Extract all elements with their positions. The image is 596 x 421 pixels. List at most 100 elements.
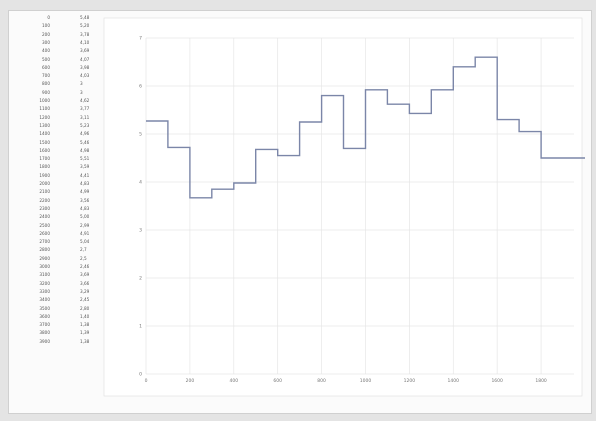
cell-x[interactable]: 3600 [39, 313, 50, 319]
table-row: 200 3,78 [14, 31, 108, 38]
cell-x[interactable]: 1500 [39, 139, 50, 145]
cell-x[interactable]: 200 [42, 31, 50, 37]
cell-x[interactable]: 2400 [39, 214, 50, 220]
cell-x[interactable]: 3900 [39, 338, 50, 344]
cell-y[interactable]: 5,00 [80, 214, 90, 220]
cell-x[interactable]: 3000 [39, 264, 50, 269]
cell-x[interactable]: 3700 [39, 322, 50, 328]
cell-x[interactable]: 800 [42, 81, 50, 87]
cell-y[interactable]: 2,7 [80, 247, 87, 253]
table-row: 1300 5,23 [14, 122, 108, 129]
cell-y[interactable]: 2,80 [80, 305, 90, 311]
cell-y[interactable]: 1,40 [80, 313, 90, 319]
cell-x[interactable]: 2600 [39, 230, 50, 236]
cell-x[interactable]: 2800 [39, 247, 50, 253]
cell-y[interactable]: 3,11 [80, 114, 90, 120]
table-row: 800 3 [14, 80, 108, 87]
x-tick-label: 1800 [535, 378, 547, 384]
cell-y[interactable]: 5,04 [80, 239, 90, 245]
cell-y[interactable]: 3,69 [80, 272, 90, 278]
x-tick-label: 800 [317, 378, 326, 384]
cell-y[interactable]: 2,5 [80, 255, 87, 261]
cell-x[interactable]: 2000 [39, 181, 50, 186]
cell-x[interactable]: 3300 [39, 288, 50, 294]
cell-x[interactable]: 1200 [39, 114, 50, 120]
cell-x[interactable]: 3100 [39, 272, 50, 278]
cell-y[interactable]: 3,77 [80, 106, 90, 112]
cell-x[interactable]: 3400 [39, 297, 50, 303]
cell-x[interactable]: 500 [42, 56, 50, 62]
y-tick-label: 2 [139, 276, 142, 282]
cell-y[interactable]: 3,59 [80, 164, 90, 170]
cell-x[interactable]: 300 [42, 39, 50, 45]
cell-y[interactable]: 3,98 [80, 64, 90, 70]
cell-y[interactable]: 4,07 [80, 56, 90, 62]
x-tick-label: 0 [145, 378, 148, 384]
series-line [146, 56, 585, 199]
cell-y[interactable]: 4,03 [80, 73, 90, 79]
cell-x[interactable]: 2100 [39, 189, 50, 195]
cell-y[interactable]: 2,45 [80, 297, 90, 303]
cell-x[interactable]: 0 [47, 15, 50, 20]
cell-y[interactable]: 5,46 [80, 139, 90, 145]
cell-y[interactable]: 5,48 [80, 15, 90, 20]
cell-x[interactable]: 2900 [39, 255, 50, 261]
cell-y[interactable]: 4,83 [80, 205, 90, 211]
cell-x[interactable]: 400 [42, 48, 50, 54]
cell-x[interactable]: 2700 [39, 239, 50, 245]
cell-y[interactable]: 1,38 [80, 322, 90, 328]
cell-y[interactable]: 4,96 [80, 131, 90, 137]
cell-x[interactable]: 1000 [39, 98, 50, 103]
cell-x[interactable]: 3500 [39, 305, 50, 311]
cell-y[interactable]: 3 [80, 89, 83, 95]
cell-x[interactable]: 3800 [39, 330, 50, 336]
cell-y[interactable]: 3,29 [80, 288, 90, 294]
cell-x[interactable]: 1900 [39, 172, 50, 178]
cell-y[interactable]: 4,83 [80, 181, 90, 186]
table-row: 3300 3,29 [14, 288, 108, 295]
cell-y[interactable]: 3,56 [80, 197, 90, 203]
table-row: 500 4,07 [14, 56, 108, 63]
x-tick-label: 1000 [360, 378, 372, 384]
cell-y[interactable]: 3,69 [80, 48, 90, 54]
cell-y[interactable]: 4,41 [80, 172, 90, 178]
cell-x[interactable]: 2300 [39, 205, 50, 211]
cell-x[interactable]: 1400 [39, 131, 50, 137]
cell-y[interactable]: 5,51 [80, 156, 90, 162]
cell-y[interactable]: 4,91 [80, 230, 90, 236]
cell-x[interactable]: 2500 [39, 222, 50, 228]
cell-y[interactable]: 5,20 [80, 23, 90, 29]
cell-y[interactable]: 1,39 [80, 330, 90, 336]
table-row: 3400 2,45 [14, 296, 108, 303]
cell-y[interactable]: 5,23 [80, 122, 90, 128]
cell-y[interactable]: 1,38 [80, 338, 90, 344]
cell-x[interactable]: 1100 [39, 106, 50, 112]
cell-x[interactable]: 100 [42, 23, 50, 29]
cell-x[interactable]: 600 [42, 64, 50, 70]
cell-y[interactable]: 3,78 [80, 31, 90, 37]
cell-x[interactable]: 1800 [39, 164, 50, 170]
table-row: 1400 4,96 [14, 130, 108, 137]
y-tick-label: 6 [139, 84, 142, 90]
cell-y[interactable]: 3,66 [80, 280, 90, 286]
cell-y[interactable]: 4,62 [80, 98, 90, 103]
cell-y[interactable]: 4,99 [80, 189, 90, 195]
cell-x[interactable]: 1300 [39, 122, 50, 128]
cell-y[interactable]: 4,98 [80, 147, 90, 153]
cell-x[interactable]: 3200 [39, 280, 50, 286]
cell-y[interactable]: 4,10 [80, 39, 90, 45]
cell-x[interactable]: 2200 [39, 197, 50, 203]
cell-y[interactable]: 3 [80, 81, 83, 87]
cell-y[interactable]: 2,46 [80, 264, 90, 269]
cell-x[interactable]: 1600 [39, 147, 50, 153]
cell-x[interactable]: 700 [42, 73, 50, 79]
y-axis-ticks: 0 1 2 3 4 5 6 7 [139, 36, 142, 378]
table-row: 1500 5,46 [14, 139, 108, 146]
cell-x[interactable]: 900 [42, 89, 50, 95]
table-row: 100 5,20 [14, 22, 108, 29]
y-tick-label: 4 [139, 180, 142, 186]
table-row: 300 4,10 [14, 39, 108, 46]
y-tick-label: 1 [139, 324, 142, 330]
cell-y[interactable]: 2,99 [80, 222, 90, 228]
cell-x[interactable]: 1700 [39, 156, 50, 162]
